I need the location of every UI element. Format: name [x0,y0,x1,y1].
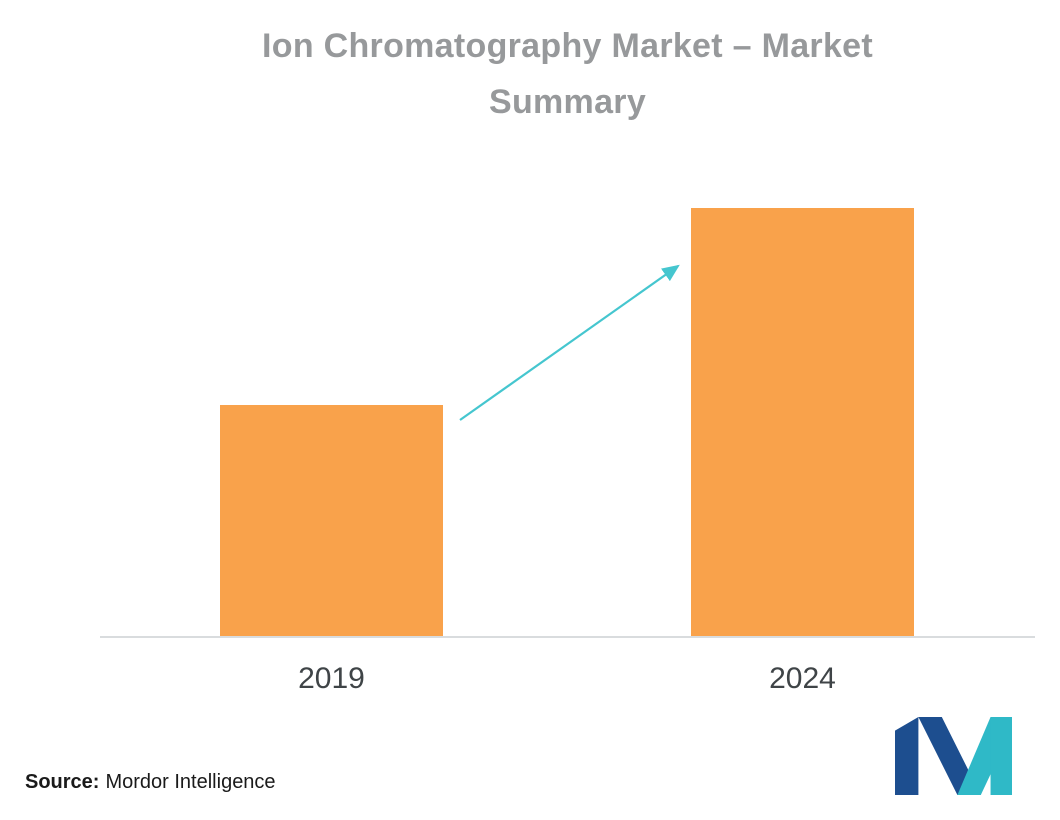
mordor-intelligence-logo [895,717,1012,795]
chart-title: Ion Chromatography Market – Market Summa… [100,18,1035,130]
bar-2019 [220,405,443,637]
source-name: Mordor Intelligence [105,771,276,793]
chart-title-line2: Summary [488,83,647,121]
x-tick-2024: 2024 [769,662,836,695]
source-label: Source: [25,771,100,793]
growth-arrow-icon [459,264,680,421]
bar-2024 [691,208,914,637]
source-note: Source: Mordor Intelligence [25,771,276,794]
x-axis-line [100,636,1035,638]
chart-title-line1: Ion Chromatography Market – Market [262,27,873,65]
x-tick-2019: 2019 [298,662,365,695]
